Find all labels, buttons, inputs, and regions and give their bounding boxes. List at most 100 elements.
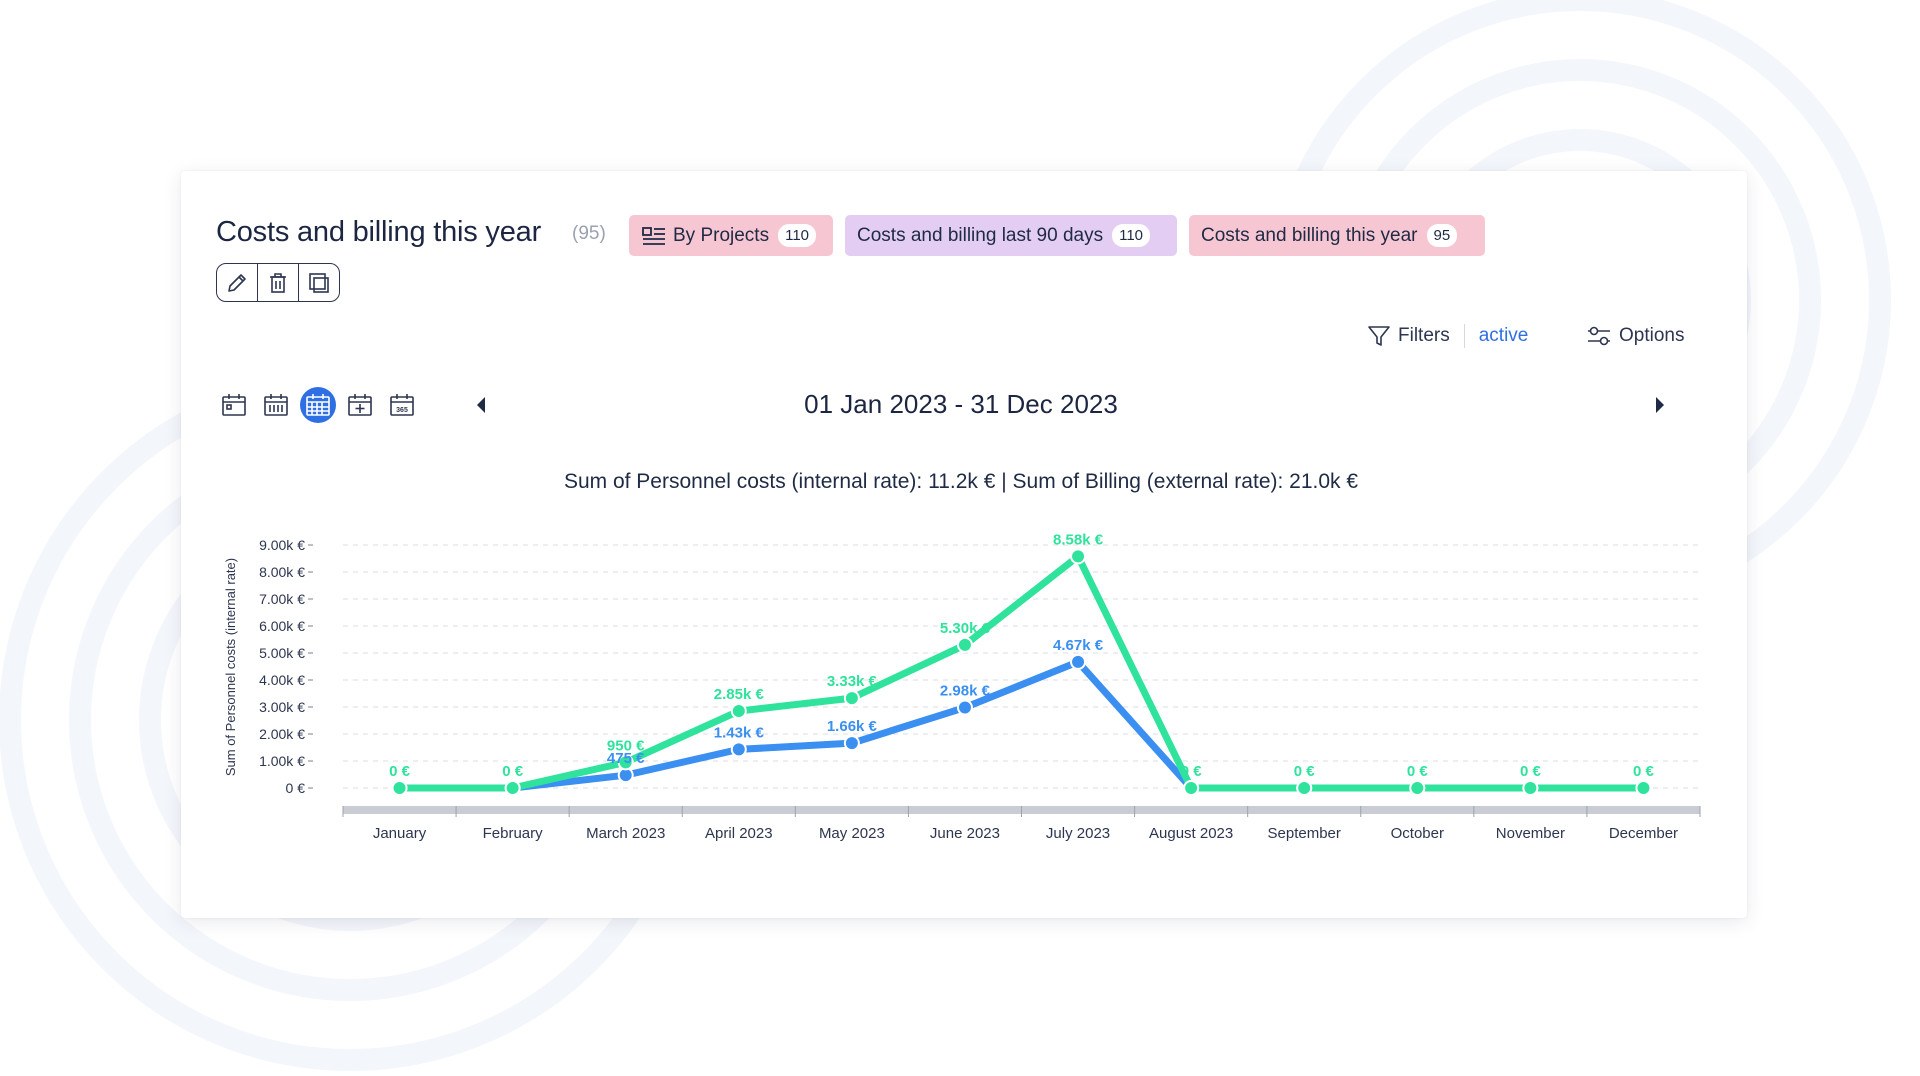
pencil-icon	[228, 273, 246, 292]
billing-data-label: 3.33k €	[827, 673, 878, 690]
x-tick-label: August 2023	[1149, 825, 1233, 842]
calendar-day-icon	[222, 394, 246, 416]
tag-by-projects[interactable]: By Projects 110	[629, 215, 833, 256]
personnel-data-label: 475 €	[607, 750, 645, 767]
billing-data-point	[1522, 780, 1539, 796]
x-tick-label: December	[1609, 825, 1678, 842]
chart-summary: Sum of Personnel costs (internal rate): …	[563, 470, 1359, 493]
billing-data-point	[1183, 780, 1200, 796]
report-card: Costs and billing this year (95) By Proj…	[181, 171, 1747, 918]
personnel-data-point	[956, 699, 973, 716]
x-tick-label: October	[1391, 825, 1444, 842]
options-label: Options	[1619, 325, 1685, 346]
personnel-data-label: 2.98k €	[940, 683, 991, 700]
x-tick-label: April 2023	[705, 825, 773, 842]
y-tick-label: 4.00k €	[259, 672, 305, 688]
tag-count-badge: 110	[778, 224, 817, 247]
billing-data-label: 5.30k €	[940, 620, 991, 637]
tag-last-90-days[interactable]: Costs and billing last 90 days 110	[845, 215, 1177, 256]
month-view-button[interactable]	[300, 387, 336, 423]
title-count: (95)	[572, 223, 606, 244]
personnel-data-point	[730, 741, 747, 758]
tag-count-badge: 110	[1112, 224, 1151, 247]
trash-icon	[270, 272, 286, 293]
y-tick-label: 6.00k €	[259, 618, 305, 634]
y-tick-label: 8.00k €	[259, 564, 305, 580]
billing-data-point	[391, 780, 408, 796]
x-tick-label: September	[1268, 825, 1341, 842]
y-axis-title: Sum of Personnel costs (internal rate)	[223, 558, 238, 776]
week-view-button[interactable]	[258, 387, 294, 423]
x-tick-label: March 2023	[586, 825, 665, 842]
svg-text:365: 365	[396, 407, 408, 414]
personnel-data-label: 1.66k €	[827, 718, 878, 735]
funnel-icon	[1368, 326, 1390, 346]
calendar-week-icon	[264, 394, 288, 416]
x-tick-label: May 2023	[819, 825, 885, 842]
tag-label: Costs and billing this year	[1201, 224, 1418, 246]
y-tick-label: 9.00k €	[259, 537, 305, 553]
billing-data-label: 2.85k €	[714, 686, 765, 703]
page-title: Costs and billing this year	[216, 216, 542, 248]
date-range-label: 01 Jan 2023 - 31 Dec 2023	[804, 389, 1118, 419]
y-tick-label: 2.00k €	[259, 726, 305, 742]
list-layout-icon	[642, 226, 665, 245]
billing-data-point	[617, 754, 634, 771]
billing-data-point	[1635, 780, 1652, 796]
billing-data-point	[730, 703, 747, 720]
billing-data-point	[956, 636, 973, 653]
billing-data-label: 0 €	[502, 763, 524, 780]
billing-data-point	[1409, 780, 1426, 796]
personnel-data-point	[1070, 653, 1087, 670]
tag-count-badge: 95	[1426, 224, 1458, 247]
billing-data-label: 0 €	[1294, 763, 1316, 780]
filters-label: Filters	[1398, 325, 1450, 346]
billing-data-label: 8.58k €	[1053, 531, 1104, 548]
billing-data-label: 0 €	[1633, 763, 1655, 780]
custom-range-button[interactable]	[342, 387, 378, 423]
billing-data-point	[504, 780, 521, 796]
billing-series-line	[396, 552, 1647, 792]
filters-status[interactable]: active	[1478, 325, 1529, 346]
edit-button[interactable]	[217, 264, 258, 301]
options-control[interactable]: Options	[1585, 321, 1684, 351]
next-period-arrow-icon[interactable]	[1647, 393, 1671, 417]
y-tick-label: 7.00k €	[259, 591, 305, 607]
copy-icon	[309, 272, 329, 293]
year-view-button[interactable]: 365	[384, 387, 420, 423]
tag-label: Costs and billing last 90 days	[857, 224, 1104, 246]
sliders-icon	[1588, 326, 1610, 346]
costs-line-chart: 0 € 1.00k € 2.00k € 3.00k € 4.00k € 5.00k € 6.…	[223, 531, 1701, 842]
tag-this-year[interactable]: Costs and billing this year 95	[1189, 215, 1485, 256]
filters-control[interactable]: Filters active	[1366, 321, 1528, 351]
previous-period-arrow-icon[interactable]	[470, 393, 494, 417]
billing-data-point	[1070, 548, 1087, 565]
calendar-month-icon	[306, 394, 330, 416]
personnel-data-point	[843, 735, 860, 752]
calendar-year-icon: 365	[390, 394, 414, 416]
x-tick-label: November	[1496, 825, 1565, 842]
x-tick-label: July 2023	[1046, 825, 1110, 842]
report-toolbar	[216, 263, 340, 302]
calendar-plus-icon	[348, 394, 372, 416]
billing-data-label: 0 €	[1520, 763, 1542, 780]
duplicate-button[interactable]	[299, 264, 339, 301]
billing-data-label: 0 €	[1407, 763, 1429, 780]
y-tick-label: 0 €	[286, 780, 306, 796]
billing-data-point	[843, 690, 860, 707]
personnel-data-label: 4.67k €	[1053, 637, 1104, 654]
tag-label: By Projects	[673, 224, 770, 246]
delete-button[interactable]	[258, 264, 299, 301]
period-view-selector: 365	[216, 387, 420, 423]
x-tick-label: January	[373, 825, 427, 842]
y-tick-label: 5.00k €	[259, 645, 305, 661]
x-tick-label: February	[483, 825, 544, 842]
billing-data-label: 950 €	[607, 737, 645, 754]
x-tick-label: June 2023	[930, 825, 1000, 842]
day-view-button[interactable]	[216, 387, 252, 423]
personnel-data-label: 1.43k €	[714, 724, 765, 741]
y-tick-label: 3.00k €	[259, 699, 305, 715]
billing-data-label: 0 €	[389, 763, 411, 780]
divider	[1463, 324, 1465, 348]
y-tick-label: 1.00k €	[259, 753, 305, 769]
